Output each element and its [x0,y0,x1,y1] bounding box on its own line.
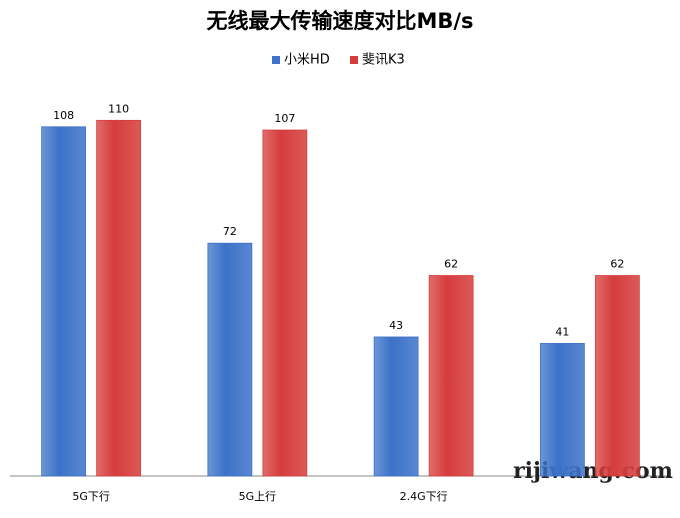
bar [207,242,253,477]
chart-title: 无线最大传输速度对比MB/s [206,9,473,33]
value-label: 108 [53,109,74,122]
legend-label: 小米HD [284,53,330,68]
value-label: 72 [223,225,237,238]
x-tick-label: 2.4G下行 [400,490,448,503]
legend-swatch [350,56,358,64]
value-label: 62 [444,258,458,271]
bar [594,275,640,477]
value-label: 62 [610,258,624,271]
bar [428,275,474,477]
x-tick-label: 5G下行 [72,490,110,503]
value-label: 43 [389,319,403,332]
bar [41,126,87,477]
value-label: 110 [108,102,129,115]
legend-label: 斐讯K3 [362,53,405,68]
bar [262,129,308,477]
bar [373,336,419,477]
bar [96,119,142,477]
legend-swatch [272,56,280,64]
bar [539,343,585,477]
value-label: 107 [274,112,295,125]
watermark: rijiwang.com [513,458,673,484]
value-label: 41 [555,325,569,338]
x-tick-label: 5G上行 [239,490,277,503]
